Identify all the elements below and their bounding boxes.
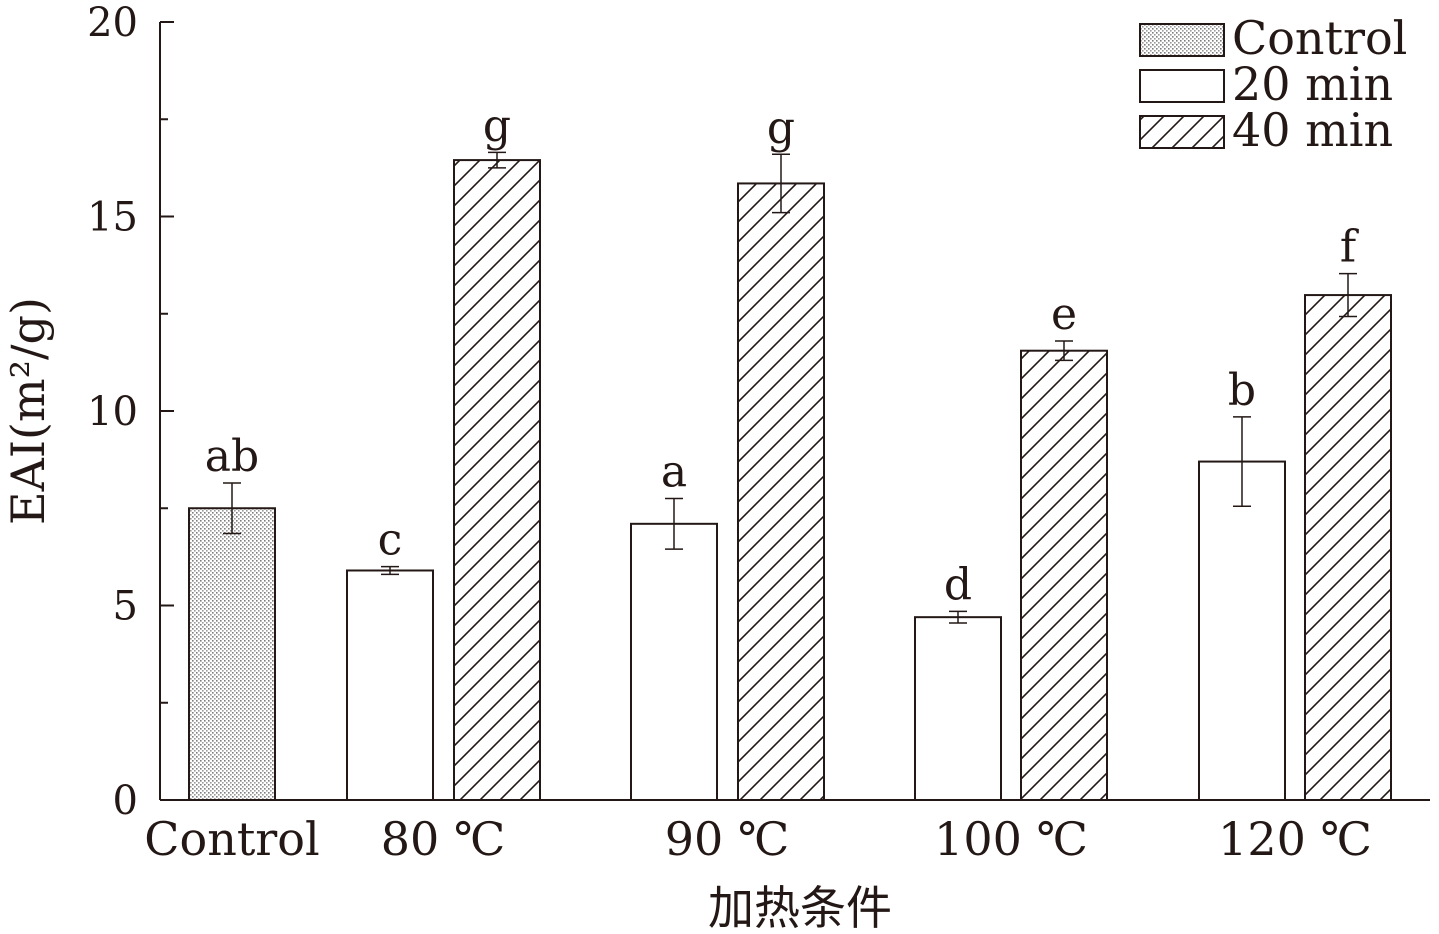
significance-label: e xyxy=(1051,289,1077,340)
significance-labels: ab c a d b g g e f xyxy=(205,100,1359,610)
significance-label: c xyxy=(378,515,403,566)
y-tick-label: 10 xyxy=(87,389,138,435)
bar xyxy=(630,522,718,801)
x-tick-label: 120 ℃ xyxy=(1218,812,1372,866)
significance-label: f xyxy=(1340,222,1359,273)
error-bars xyxy=(223,151,1357,624)
legend-swatch xyxy=(1139,69,1225,103)
y-tick-label: 5 xyxy=(113,584,138,630)
bar xyxy=(1020,349,1108,801)
significance-label: d xyxy=(944,559,972,610)
bar xyxy=(737,182,825,801)
legend-swatch xyxy=(1139,115,1225,149)
legend-swatch xyxy=(1139,23,1225,57)
significance-label: b xyxy=(1228,365,1256,416)
y-tick-label: 0 xyxy=(113,778,138,824)
significance-label: g xyxy=(483,100,511,151)
significance-label: a xyxy=(661,447,687,498)
significance-label: g xyxy=(767,102,795,153)
bar xyxy=(453,159,541,802)
bar xyxy=(914,616,1002,801)
significance-label: ab xyxy=(205,431,259,482)
bar xyxy=(1304,294,1392,801)
x-axis-title: 加热条件 xyxy=(708,881,892,934)
x-tick-label: 100 ℃ xyxy=(934,812,1088,866)
y-axis-title: EAI(m²/g) xyxy=(1,297,55,525)
legend-label: Control xyxy=(1232,11,1407,65)
bars xyxy=(188,159,1392,802)
x-tick-label: 80 ℃ xyxy=(381,812,506,866)
x-tick-label: Control xyxy=(144,812,319,866)
bar xyxy=(188,507,276,801)
legend-label: 20 min xyxy=(1232,57,1393,111)
y-tick-label: 20 xyxy=(87,0,138,46)
y-tick-label: 15 xyxy=(87,195,138,241)
bar xyxy=(346,569,434,801)
bar xyxy=(1198,460,1286,801)
x-tick-label: 90 ℃ xyxy=(665,812,790,866)
axes: 0 5 10 15 20 Control 80 ℃ 90 ℃ 100 ℃ 120 ℃ xyxy=(87,0,1430,866)
legend-label: 40 min xyxy=(1232,103,1393,157)
